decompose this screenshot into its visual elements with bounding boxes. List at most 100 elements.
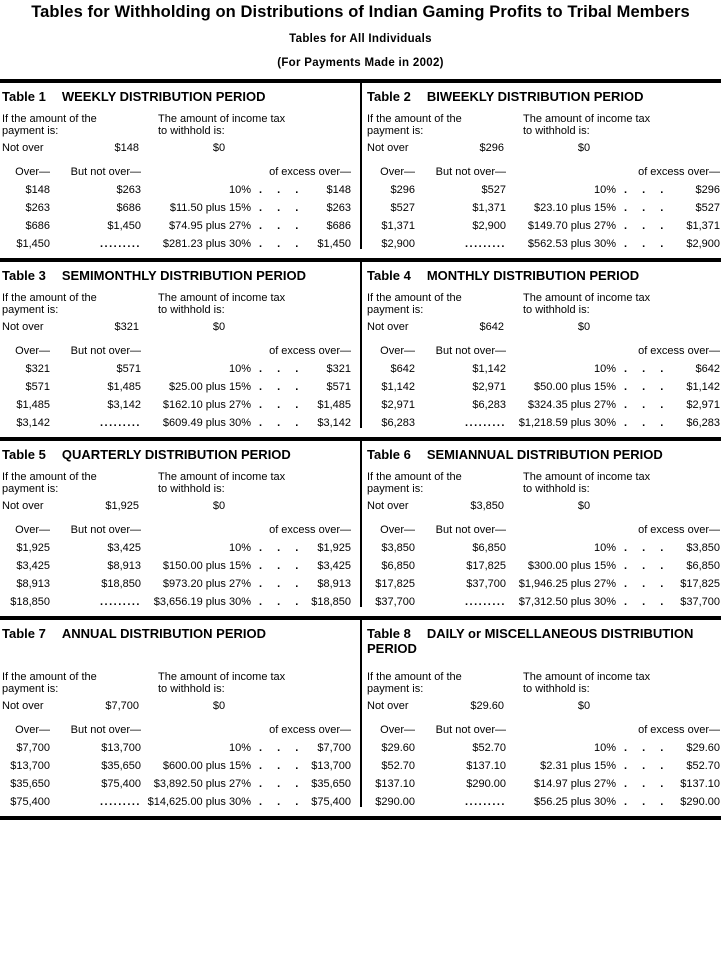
dot-leader: . . . (624, 542, 670, 554)
not-over-row: Not over $642 $0 (367, 321, 720, 334)
over-value: $17,825 (375, 578, 415, 590)
tax-formula: 10% (228, 742, 251, 754)
withhold-label-line1: The amount of income tax (158, 292, 286, 304)
excess-over-value: $3,425 (317, 560, 351, 572)
tax-formula: $3,892.50 plus 27% (153, 778, 251, 790)
table-rows: $321 $571 10% . . . $321 $571 $1,485 $25… (2, 360, 351, 432)
table-row: $7,700 $13,700 10% . . . $7,700 (2, 739, 351, 757)
not-over-label: Not over (367, 142, 409, 154)
withhold-label-line2: to withhold is: (158, 303, 225, 316)
table-row: $17,825 $37,700 $1,946.25 plus 27% . . .… (367, 575, 720, 593)
payment-year-note: (For Payments Made in 2002) (277, 57, 444, 69)
withhold-label-line2: to withhold is: (158, 124, 225, 137)
but-not-over-value: ......... (464, 417, 506, 429)
zero-tax-amount: $0 (577, 321, 591, 333)
excess-over-header: of excess over— (269, 524, 351, 536)
tax-formula: $973.20 plus 27% (162, 578, 251, 590)
table-row: $13,700 $35,650 $600.00 plus 15% . . . $… (2, 757, 351, 775)
but-not-over-value: ......... (99, 238, 141, 250)
not-over-label: Not over (2, 700, 44, 712)
but-not-over-value: $3,425 (107, 542, 141, 554)
not-over-row: Not over $29.60 $0 (367, 700, 720, 713)
over-value: $290.00 (375, 796, 415, 808)
over-header: Over— (380, 724, 415, 736)
table-period: SEMIANNUAL DISTRIBUTION PERIOD (426, 447, 663, 462)
table-row: $263 $686 $11.50 plus 15% . . . $263 (2, 199, 351, 217)
but-not-over-value: $527 (481, 184, 506, 196)
dot-leader: . . . (624, 417, 670, 429)
tax-formula: $609.49 plus 30% (162, 417, 251, 429)
not-over-pair: Not over $29.60 (367, 700, 504, 713)
excess-over-header: of excess over— (269, 345, 351, 357)
over-value: $686 (25, 220, 50, 232)
but-not-over-value: $1,142 (472, 363, 506, 375)
excess-over-value: $263 (326, 202, 351, 214)
withhold-label-line1: The amount of income tax (158, 113, 286, 125)
over-value: $263 (25, 202, 50, 214)
tax-formula: $1,218.59 plus 30% (518, 417, 616, 429)
table-period: MONTHLY DISTRIBUTION PERIOD (426, 268, 640, 283)
over-value: $321 (25, 363, 50, 375)
table-row: $686 $1,450 $74.95 plus 27% . . . $686 (2, 217, 351, 235)
over-header: Over— (15, 345, 50, 357)
table-row: $137.10 $290.00 $14.97 plus 27% . . . $1… (367, 775, 720, 793)
table-number: Table 8 (367, 626, 411, 641)
table-title: Table 3 SEMIMONTHLY DISTRIBUTION PERIOD (2, 262, 351, 283)
excess-over-value: $8,913 (317, 578, 351, 590)
excess-over-value: $52.70 (686, 760, 720, 772)
but-not-over-header: But not over— (70, 724, 141, 736)
excess-over-header: of excess over— (638, 166, 720, 178)
dot-leader: . . . (259, 363, 305, 375)
table-row: $8,913 $18,850 $973.20 plus 27% . . . $8… (2, 575, 351, 593)
tax-formula: 10% (593, 184, 616, 196)
table-cell: Table 6 SEMIANNUAL DISTRIBUTION PERIOD If… (361, 441, 721, 611)
payment-label-line1: If the amount of the (2, 471, 97, 483)
over-value: $148 (25, 184, 50, 196)
payment-label-line1: If the amount of the (2, 292, 97, 304)
table-row: $6,850 $17,825 $300.00 plus 15% . . . $6… (367, 557, 720, 575)
dot-leader: . . . (624, 796, 670, 808)
not-over-spacer (299, 321, 351, 334)
but-not-over-value: $1,450 (107, 220, 141, 232)
dot-leader: . . . (259, 596, 305, 608)
distribution-table: Table 1 WEEKLY DISTRIBUTION PERIOD If the… (2, 83, 351, 253)
tax-formula: 10% (228, 542, 251, 554)
table-title: Table 8 DAILY or MISCELLANEOUS DISTRIBUTI… (367, 620, 720, 662)
not-over-amount: $3,850 (470, 500, 504, 512)
tax-formula: 10% (228, 363, 251, 375)
withhold-label-line2: to withhold is: (523, 303, 590, 316)
but-not-over-value: ......... (464, 796, 506, 808)
excess-over-value: $1,450 (317, 238, 351, 250)
but-not-over-value: $37,700 (466, 578, 506, 590)
but-not-over-value: $75,400 (101, 778, 141, 790)
table-row: $321 $571 10% . . . $321 (2, 360, 351, 378)
tax-formula: 10% (593, 363, 616, 375)
over-value: $3,850 (381, 542, 415, 554)
column-divider (360, 83, 362, 249)
over-value: $7,700 (16, 742, 50, 754)
table-cell: Table 2 BIWEEKLY DISTRIBUTION PERIOD If t… (361, 83, 721, 253)
excess-over-value: $6,850 (686, 560, 720, 572)
tax-formula: 10% (593, 742, 616, 754)
not-over-label: Not over (2, 321, 44, 333)
excess-over-header: of excess over— (638, 345, 720, 357)
over-value: $1,925 (16, 542, 50, 554)
distribution-table: Table 8 DAILY or MISCELLANEOUS DISTRIBUTI… (367, 620, 720, 811)
distribution-table: Table 3 SEMIMONTHLY DISTRIBUTION PERIOD I… (2, 262, 351, 432)
but-not-over-value: $8,913 (107, 560, 141, 572)
but-not-over-header: But not over— (435, 724, 506, 736)
table-period: QUARTERLY DISTRIBUTION PERIOD (61, 447, 291, 462)
dot-leader: . . . (624, 596, 670, 608)
table-band: Table 5 QUARTERLY DISTRIBUTION PERIOD If … (0, 437, 721, 616)
table-row: $37,700 ......... $7,312.50 plus 30% . .… (367, 593, 720, 611)
table-row: $18,850 ......... $3,656.19 plus 30% . .… (2, 593, 351, 611)
payment-amount-label: If the amount of the payment is: (367, 471, 523, 495)
table-row: $2,900 ......... $562.53 plus 30% . . . … (367, 235, 720, 253)
tax-formula: 10% (593, 542, 616, 554)
tax-formula: $281.23 plus 30% (162, 238, 251, 250)
zero-tax-amount: $0 (212, 142, 226, 154)
excess-over-value: $527 (695, 202, 720, 214)
over-value: $3,425 (16, 560, 50, 572)
excess-over-value: $686 (326, 220, 351, 232)
